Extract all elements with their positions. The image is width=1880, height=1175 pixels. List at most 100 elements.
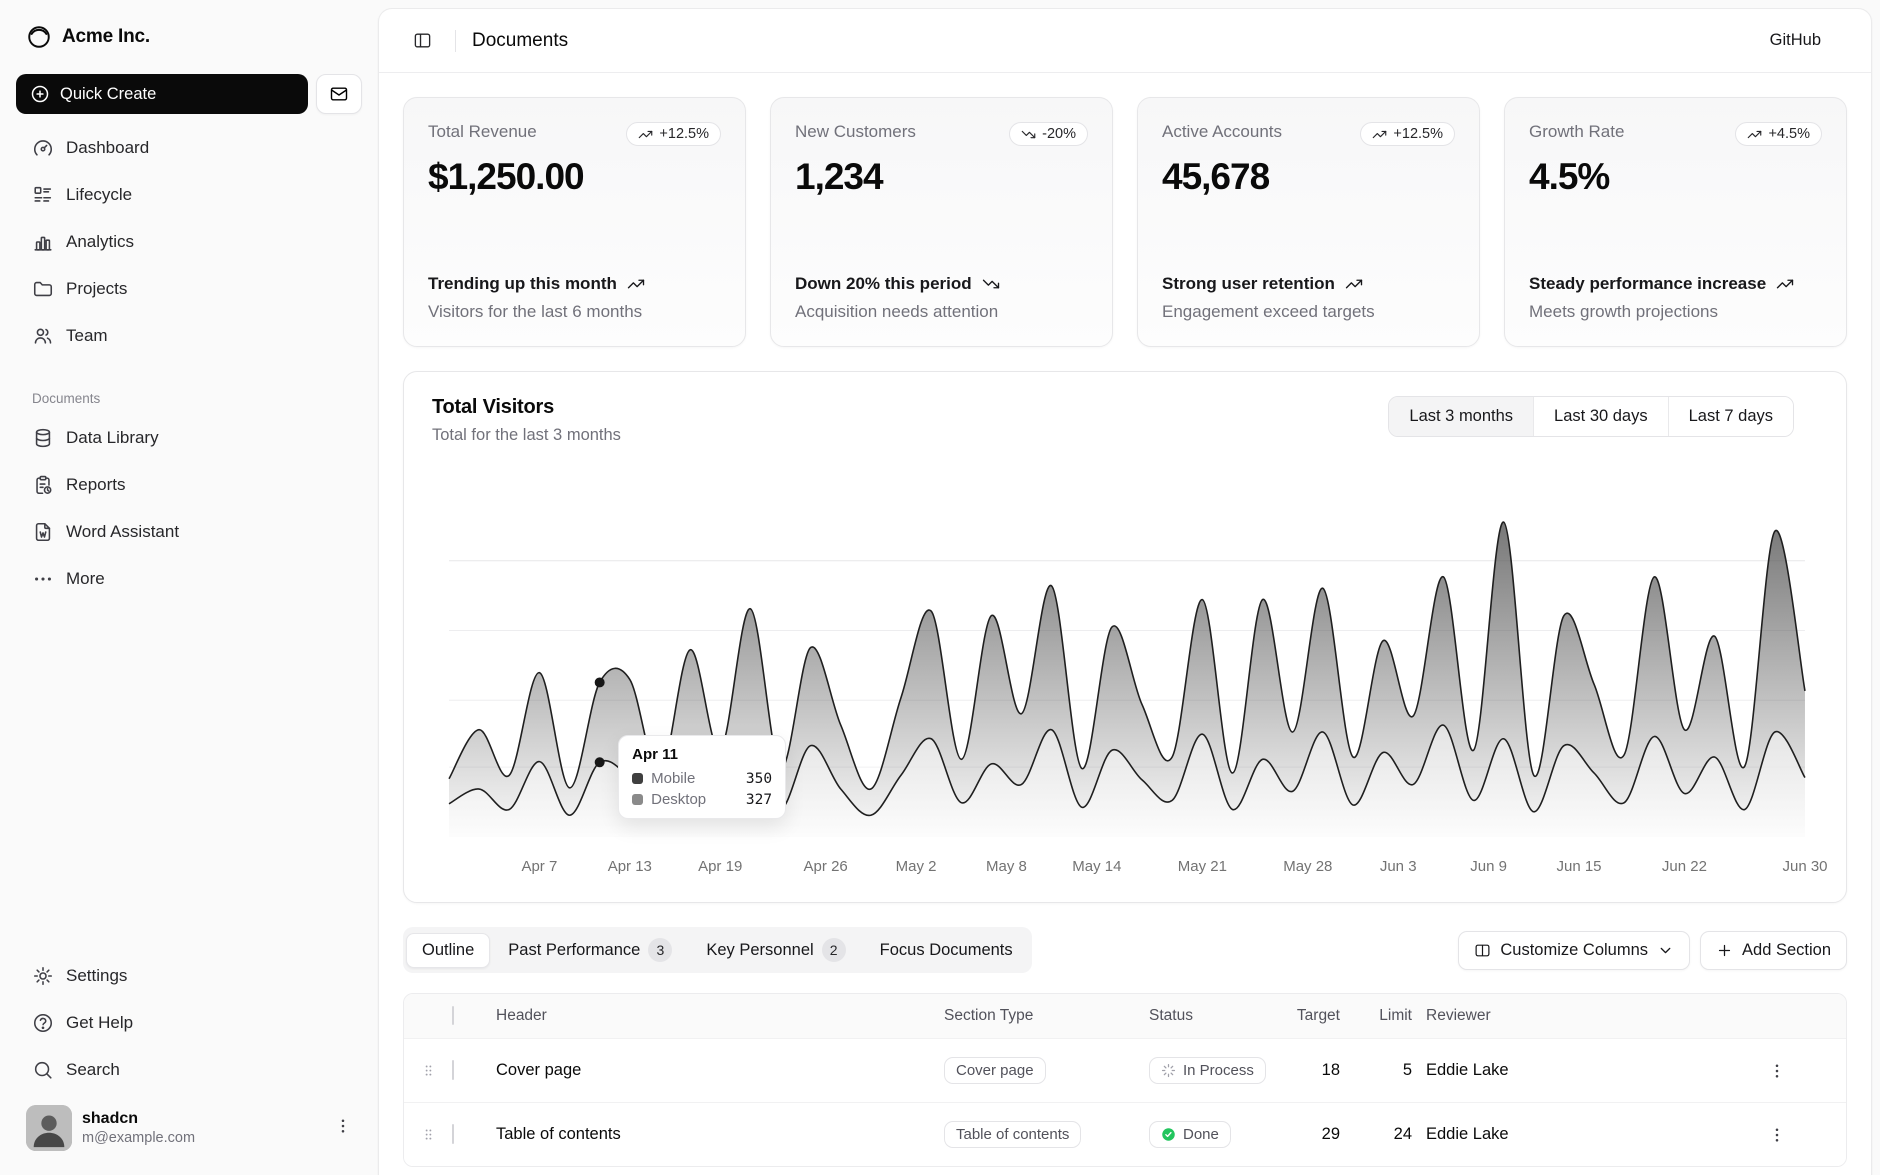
topbar-divider (455, 29, 456, 52)
cell-target[interactable]: 18 (1321, 1061, 1340, 1079)
x-tick-label: Jun 9 (1470, 858, 1507, 875)
sidebar-item-analytics[interactable]: Analytics (16, 222, 362, 262)
select-all-checkbox[interactable] (452, 1006, 454, 1025)
row-actions-button[interactable] (1734, 1126, 1846, 1144)
drag-handle-icon[interactable] (404, 1063, 452, 1078)
tab-focus-documents[interactable]: Focus Documents (879, 940, 1013, 959)
stat-label: Total Revenue (428, 122, 537, 141)
range-last-3-months[interactable]: Last 3 months (1389, 397, 1534, 436)
user-menu-dots-icon[interactable] (334, 1117, 352, 1140)
inbox-button[interactable] (316, 74, 362, 114)
range-last-7-days[interactable]: Last 7 days (1667, 397, 1793, 436)
row-checkbox[interactable] (452, 1060, 454, 1080)
sidebar-item-label: Projects (66, 279, 128, 298)
chevron-down-icon (1660, 947, 1671, 953)
github-link[interactable]: GitHub (1769, 31, 1821, 49)
brand-logo-icon (28, 26, 50, 48)
stat-trend-line: Strong user retention (1162, 273, 1455, 295)
cell-limit[interactable]: 5 (1402, 1061, 1412, 1079)
plus-icon (1718, 944, 1731, 956)
col-section-type: Section Type (944, 1007, 1034, 1024)
ellipsis-vertical-icon (1775, 1063, 1779, 1078)
sidebar-item-word-assistant[interactable]: Word Assistant (16, 512, 362, 552)
status-badge: In Process (1149, 1057, 1266, 1084)
col-limit: Limit (1379, 1007, 1412, 1024)
sidebar-item-reports[interactable]: Reports (16, 465, 362, 505)
sidebar-item-get-help[interactable]: Get Help (16, 1003, 362, 1043)
add-section-button[interactable]: Add Section (1700, 930, 1847, 970)
folder-icon (33, 281, 53, 297)
sidebar-toggle-button[interactable] (405, 24, 439, 58)
tab-key-personnel[interactable]: Key Personnel 2 (690, 930, 861, 970)
page-title: Documents (472, 29, 569, 51)
row-checkbox[interactable] (452, 1124, 454, 1144)
stat-card-total-revenue: Total Revenue +12.5% $1,250.00 Trending … (403, 97, 746, 347)
x-tick-label: Apr 19 (698, 858, 743, 875)
sidebar-item-dashboard[interactable]: Dashboard (16, 128, 362, 168)
sidebar-item-search[interactable]: Search (16, 1050, 362, 1090)
brand-name: Acme Inc. (62, 26, 150, 47)
sidebar: Acme Inc. Quick Create Dashboard Lifecyc… (0, 0, 378, 1175)
cell-header[interactable]: Cover page (496, 1061, 582, 1079)
quick-create-button[interactable]: Quick Create (16, 74, 308, 114)
sidebar-item-label: Word Assistant (66, 522, 180, 541)
stat-trend-line: Steady performance increase (1529, 273, 1822, 295)
users-icon (34, 328, 52, 344)
stat-trend-line: Down 20% this period (795, 273, 1088, 295)
trend-badge: +12.5% (626, 122, 721, 146)
x-tick-label: May 8 (986, 858, 1027, 875)
user-menu[interactable]: shadcn m@example.com (16, 1097, 362, 1159)
area-chart-svg (448, 521, 1806, 837)
database-icon (35, 428, 51, 448)
gear-icon (33, 966, 53, 986)
panel-left-icon (414, 33, 430, 48)
sidebar-item-label: Search (66, 1060, 120, 1079)
col-target: Target (1296, 1007, 1340, 1024)
stat-card-growth-rate: Growth Rate +4.5% 4.5% Steady performanc… (1504, 97, 1847, 347)
tab-outline[interactable]: Outline (406, 932, 491, 968)
table-toolbar: Outline Past Performance 3 Key Personnel… (403, 927, 1847, 973)
col-header: Header (496, 1007, 547, 1024)
help-circle-icon (33, 1013, 53, 1033)
trending-up-icon (1345, 279, 1363, 289)
user-name: shadcn (82, 1109, 139, 1127)
stat-subtext: Meets growth projections (1529, 302, 1718, 321)
table-row[interactable]: Table of contents Table of contents Done… (404, 1102, 1846, 1166)
col-status: Status (1149, 1007, 1193, 1024)
sidebar-item-label: More (66, 569, 105, 588)
row-actions-button[interactable] (1734, 1062, 1846, 1080)
sidebar-item-more[interactable]: More (16, 559, 362, 599)
ellipsis-vertical-icon (1775, 1127, 1779, 1142)
visitors-chart-card: Total Visitors Total for the last 3 mont… (403, 371, 1847, 903)
sidebar-item-data-library[interactable]: Data Library (16, 418, 362, 458)
customize-columns-button[interactable]: Customize Columns (1458, 930, 1691, 970)
tab-count-badge: 3 (648, 938, 673, 962)
sidebar-item-projects[interactable]: Projects (16, 269, 362, 309)
tooltip-row-desktop: Desktop 327 (632, 791, 772, 808)
cell-reviewer[interactable]: Eddie Lake (1426, 1061, 1509, 1079)
area-chart-plot[interactable]: Apr 11 Mobile 350 Desktop 327 (448, 463, 1806, 848)
list-details-icon (34, 186, 52, 202)
range-last-30-days[interactable]: Last 30 days (1533, 397, 1668, 436)
tab-past-performance[interactable]: Past Performance 3 (492, 930, 688, 970)
sidebar-item-settings[interactable]: Settings (16, 956, 362, 996)
x-tick-label: Jun 3 (1379, 858, 1417, 875)
cell-header[interactable]: Table of contents (496, 1125, 621, 1143)
org-switcher[interactable]: Acme Inc. (16, 18, 362, 52)
sidebar-item-label: Dashboard (66, 138, 150, 157)
sidebar-item-team[interactable]: Team (16, 316, 362, 356)
view-tabs: Outline Past Performance 3 Key Personnel… (403, 927, 1032, 973)
table-row[interactable]: Cover page Cover page In Process 18 5 Ed… (404, 1038, 1846, 1102)
cell-reviewer[interactable]: Eddie Lake (1426, 1125, 1509, 1143)
sidebar-item-lifecycle[interactable]: Lifecycle (16, 175, 362, 215)
cell-limit[interactable]: 24 (1393, 1125, 1412, 1143)
cell-target[interactable]: 29 (1321, 1125, 1340, 1143)
stat-value: 45,678 (1162, 156, 1270, 197)
stat-label: New Customers (795, 122, 916, 141)
x-tick-label: May 28 (1283, 858, 1333, 875)
columns-icon (1475, 944, 1490, 956)
drag-handle-icon[interactable] (404, 1127, 452, 1142)
tooltip-row-mobile: Mobile 350 (632, 770, 772, 787)
nav-documents: Data Library Reports Word Assistant More (16, 418, 362, 606)
